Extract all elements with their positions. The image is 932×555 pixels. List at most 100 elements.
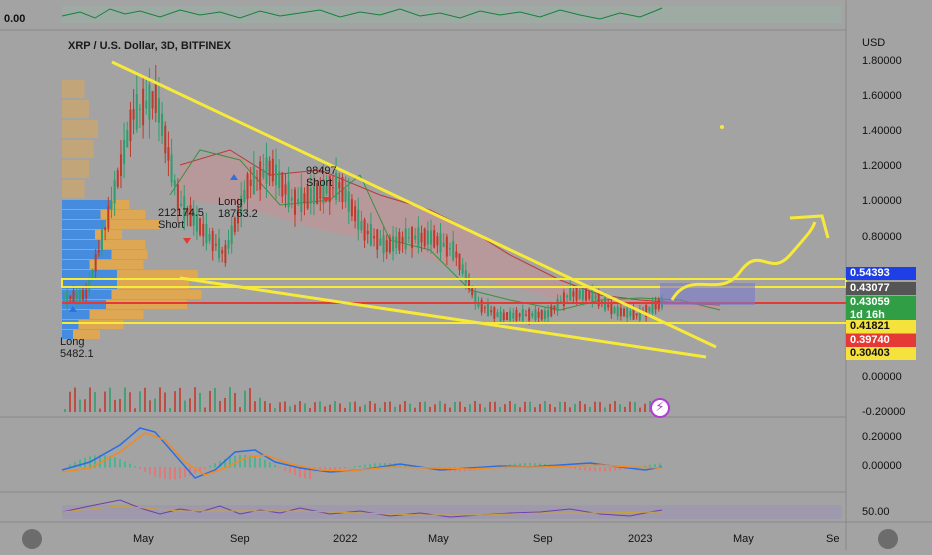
candle-body bbox=[262, 169, 265, 178]
volume-bar bbox=[519, 407, 521, 412]
macd-axis-label-1: 0.00000 bbox=[862, 460, 902, 472]
macd-histogram-bar bbox=[404, 464, 406, 468]
macd-histogram-bar bbox=[319, 467, 321, 472]
volume-bar bbox=[259, 397, 261, 412]
lightning-icon[interactable]: ⚡ bbox=[650, 398, 670, 418]
candle-body bbox=[246, 173, 249, 200]
macd-histogram-bar bbox=[569, 467, 571, 469]
volume-profile-bar-orange bbox=[62, 180, 85, 198]
candle-body bbox=[176, 184, 179, 211]
candle-body bbox=[442, 242, 445, 247]
macd-histogram-bar bbox=[349, 467, 351, 468]
volume-profile-bar-blue bbox=[62, 320, 79, 329]
volume-bar bbox=[399, 404, 401, 412]
volume-bar bbox=[589, 407, 591, 412]
candle-body bbox=[331, 187, 334, 189]
candle-body bbox=[170, 154, 173, 183]
volume-bar bbox=[249, 388, 251, 412]
candle-body bbox=[629, 310, 632, 316]
volume-bar bbox=[294, 404, 296, 412]
candle-body bbox=[524, 314, 527, 316]
candle-body bbox=[94, 254, 97, 272]
candle-body bbox=[521, 309, 524, 321]
volume-bar bbox=[109, 387, 111, 412]
volume-profile-bar-blue bbox=[62, 230, 95, 239]
macd-histogram-bar bbox=[579, 467, 581, 470]
candle-body bbox=[417, 227, 420, 248]
scroll-left-icon[interactable] bbox=[22, 529, 42, 549]
candle-body bbox=[224, 244, 227, 264]
volume-bar bbox=[329, 404, 331, 412]
candle-body bbox=[376, 229, 379, 250]
volume-bar bbox=[364, 404, 366, 412]
time-axis-label: Sep bbox=[230, 533, 250, 545]
long-arrow-1 bbox=[69, 306, 77, 312]
volume-bar bbox=[549, 404, 551, 412]
macd-histogram-bar bbox=[294, 467, 296, 476]
volume-profile-bar-orange bbox=[111, 200, 130, 209]
macd-histogram-bar bbox=[104, 455, 106, 468]
macd-histogram-bar bbox=[229, 457, 231, 468]
candle-body bbox=[382, 235, 385, 254]
volume-profile-bar-orange bbox=[117, 280, 189, 289]
candle-body bbox=[306, 186, 309, 209]
volume-bar bbox=[634, 401, 636, 412]
candle-body bbox=[556, 298, 559, 312]
macd-histogram-bar bbox=[129, 463, 131, 468]
macd-histogram-bar bbox=[204, 467, 206, 469]
candle-body bbox=[483, 307, 486, 309]
candle-body bbox=[562, 292, 565, 307]
candle-body bbox=[379, 238, 382, 246]
top-oscillator-band bbox=[62, 6, 842, 23]
macd-histogram-bar bbox=[154, 467, 156, 477]
candle-body bbox=[151, 91, 154, 109]
volume-profile-bar-orange bbox=[117, 270, 198, 279]
macd-histogram-bar bbox=[264, 459, 266, 468]
time-axis-label: May bbox=[428, 533, 449, 545]
candle-body bbox=[167, 147, 170, 161]
macd-histogram-bar bbox=[64, 467, 66, 468]
volume-bar bbox=[469, 404, 471, 412]
candle-body bbox=[199, 218, 202, 235]
candle-body bbox=[233, 217, 236, 233]
candle-body bbox=[107, 205, 110, 229]
volume-bar bbox=[414, 407, 416, 412]
volume-bar bbox=[239, 407, 241, 412]
settings-circle-icon[interactable] bbox=[878, 529, 898, 549]
volume-bar bbox=[539, 403, 541, 412]
volume-bars bbox=[64, 387, 661, 412]
time-axis-label: May bbox=[133, 533, 154, 545]
candle-body bbox=[591, 288, 594, 302]
rsi-band bbox=[62, 505, 842, 519]
volume-bar bbox=[269, 403, 271, 412]
candle-body bbox=[249, 179, 252, 187]
volume-bar bbox=[289, 406, 291, 412]
macd-histogram-bar bbox=[304, 467, 306, 479]
price-tag: 1d 16h bbox=[846, 309, 916, 322]
candle-body bbox=[613, 307, 616, 314]
volume-bar bbox=[584, 404, 586, 412]
macd-histogram-bar bbox=[139, 467, 141, 470]
candle-body bbox=[322, 178, 325, 204]
macd-histogram-bar bbox=[179, 467, 181, 479]
candle-body bbox=[300, 187, 303, 213]
candle-body bbox=[385, 240, 388, 252]
short-arrow-2 bbox=[322, 197, 330, 203]
candle-body bbox=[161, 113, 164, 137]
candle-body bbox=[464, 270, 467, 283]
volume-bar bbox=[304, 403, 306, 412]
candle-body bbox=[537, 311, 540, 318]
candle-body bbox=[654, 302, 657, 310]
candle-body bbox=[148, 84, 151, 120]
candle-body bbox=[486, 303, 489, 316]
volume-bar bbox=[279, 402, 281, 412]
volume-profile-bar-orange bbox=[100, 210, 146, 219]
candle-body bbox=[319, 185, 322, 200]
candle-body bbox=[635, 313, 638, 316]
volume-bar bbox=[164, 392, 166, 412]
volume-bar bbox=[459, 401, 461, 412]
macd-histogram-bar bbox=[354, 466, 356, 468]
candle-body bbox=[195, 214, 198, 232]
macd-histogram-bar bbox=[564, 467, 566, 468]
volume-bar bbox=[174, 391, 176, 412]
